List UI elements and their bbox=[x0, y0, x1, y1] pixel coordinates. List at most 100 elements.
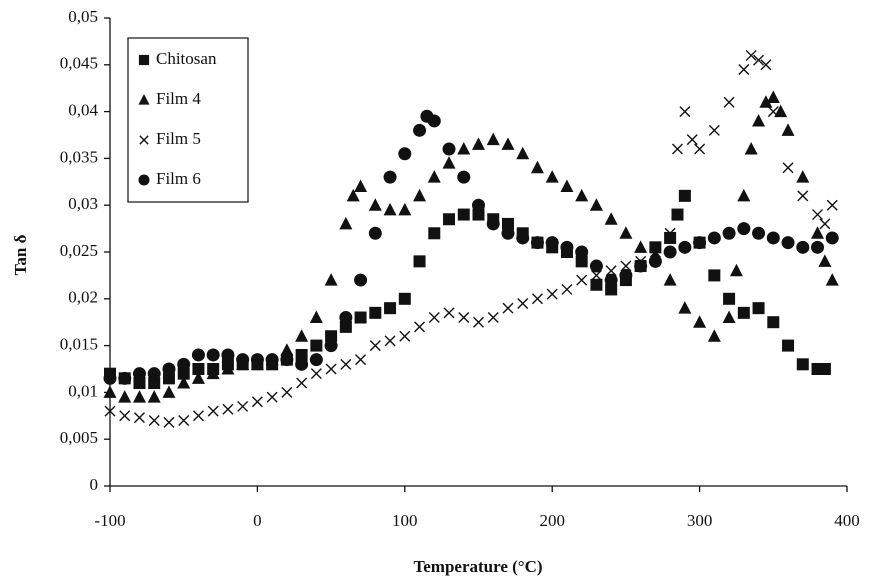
point bbox=[443, 213, 456, 226]
point bbox=[206, 366, 220, 380]
point bbox=[634, 259, 648, 273]
point bbox=[192, 410, 204, 422]
point bbox=[355, 354, 367, 366]
point bbox=[663, 273, 677, 286]
point bbox=[575, 255, 588, 268]
point bbox=[760, 59, 772, 71]
point bbox=[132, 390, 146, 403]
point bbox=[398, 202, 412, 216]
point bbox=[346, 188, 360, 202]
point bbox=[486, 217, 500, 231]
point bbox=[118, 390, 132, 403]
point bbox=[428, 227, 441, 240]
point bbox=[265, 353, 279, 367]
point bbox=[133, 377, 146, 390]
point bbox=[177, 376, 191, 389]
point bbox=[368, 198, 382, 211]
point bbox=[310, 339, 323, 352]
y-tick-label: 0,03 bbox=[68, 194, 98, 213]
point bbox=[383, 170, 397, 184]
point bbox=[708, 269, 721, 282]
point bbox=[605, 283, 618, 296]
point bbox=[354, 273, 368, 287]
point bbox=[162, 372, 175, 385]
point bbox=[767, 106, 779, 118]
point bbox=[752, 302, 765, 315]
point bbox=[442, 142, 456, 156]
point bbox=[671, 143, 683, 155]
point bbox=[686, 134, 698, 146]
point bbox=[414, 321, 426, 333]
point bbox=[737, 306, 750, 319]
y-tick-label: 0,045 bbox=[60, 54, 98, 73]
legend-marker bbox=[138, 94, 150, 105]
legend-box bbox=[127, 37, 249, 203]
point bbox=[576, 274, 588, 286]
point bbox=[177, 357, 191, 371]
point bbox=[325, 363, 337, 375]
legend-label: Chitosan bbox=[156, 49, 217, 68]
x-tick-label: 0 bbox=[253, 511, 262, 530]
point bbox=[369, 306, 382, 319]
point bbox=[457, 170, 471, 184]
point bbox=[384, 335, 396, 347]
point bbox=[693, 236, 707, 250]
point bbox=[132, 367, 146, 381]
point bbox=[162, 362, 176, 376]
point bbox=[744, 142, 758, 155]
point bbox=[671, 208, 684, 221]
point bbox=[745, 49, 757, 61]
point bbox=[413, 123, 427, 137]
point bbox=[782, 339, 795, 352]
point bbox=[118, 371, 132, 385]
point bbox=[221, 362, 235, 375]
point bbox=[295, 348, 308, 361]
point bbox=[560, 179, 574, 192]
point bbox=[575, 245, 589, 259]
legend-label: Film 5 bbox=[156, 129, 201, 148]
point bbox=[634, 240, 648, 253]
point bbox=[458, 312, 470, 324]
point bbox=[545, 170, 559, 183]
point bbox=[722, 310, 736, 324]
point bbox=[486, 132, 500, 146]
point bbox=[782, 162, 794, 174]
point bbox=[811, 240, 825, 254]
point bbox=[530, 160, 544, 174]
point bbox=[530, 236, 544, 250]
point bbox=[797, 190, 809, 202]
point bbox=[191, 348, 205, 362]
point bbox=[148, 377, 161, 390]
point bbox=[501, 137, 515, 150]
point bbox=[191, 371, 205, 384]
point bbox=[310, 368, 322, 380]
point bbox=[384, 302, 397, 315]
point bbox=[309, 310, 323, 324]
point bbox=[147, 367, 161, 381]
point bbox=[781, 123, 795, 136]
point bbox=[619, 268, 633, 282]
point bbox=[774, 104, 788, 118]
point bbox=[163, 416, 175, 428]
x-tick-label: 400 bbox=[834, 511, 860, 530]
point bbox=[589, 198, 603, 211]
point bbox=[619, 226, 633, 239]
point bbox=[812, 209, 824, 221]
point bbox=[177, 367, 190, 380]
point bbox=[605, 265, 617, 277]
point bbox=[649, 241, 662, 254]
point bbox=[428, 312, 440, 324]
point bbox=[339, 320, 352, 333]
legend-marker bbox=[138, 54, 150, 66]
point bbox=[221, 348, 235, 362]
point bbox=[516, 231, 530, 245]
point bbox=[663, 245, 677, 259]
y-tick-label: 0,005 bbox=[60, 428, 98, 447]
point bbox=[295, 357, 309, 371]
point bbox=[473, 316, 484, 328]
x-axis-title: Temperature (°C) bbox=[413, 557, 542, 576]
y-tick-label: 0 bbox=[90, 475, 99, 494]
y-tick-label: 0,02 bbox=[68, 288, 98, 307]
point bbox=[759, 95, 773, 108]
